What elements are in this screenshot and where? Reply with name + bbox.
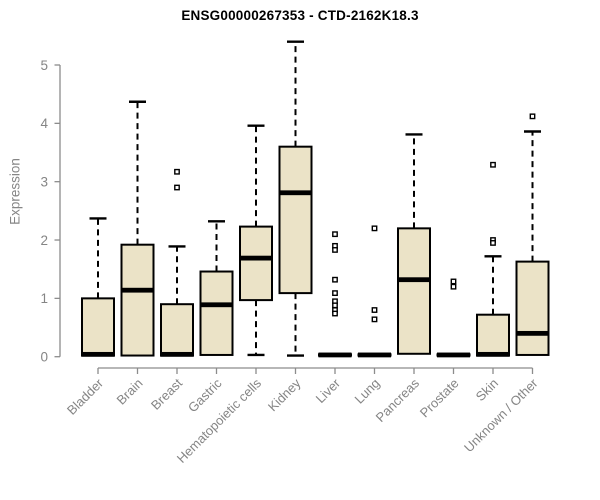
box-group-hematopoietic-cells bbox=[239, 124, 273, 357]
y-tick-label: 1 bbox=[40, 291, 48, 306]
median-line bbox=[239, 255, 273, 261]
median-line bbox=[318, 352, 352, 358]
median-line bbox=[121, 287, 154, 293]
x-tick-label: Brain bbox=[114, 376, 146, 408]
median-line bbox=[358, 352, 391, 358]
median-line bbox=[476, 351, 510, 357]
outlier-point bbox=[371, 307, 378, 313]
median-line bbox=[279, 190, 312, 196]
box-group-skin bbox=[476, 161, 510, 357]
box-group-brain bbox=[120, 100, 155, 357]
x-tick-label: Pancreas bbox=[373, 375, 423, 425]
y-tick-label: 0 bbox=[40, 350, 48, 365]
iqr-box bbox=[81, 297, 115, 357]
iqr-box bbox=[397, 227, 431, 355]
outlier-point bbox=[450, 283, 457, 290]
box-group-gastric bbox=[199, 220, 234, 356]
iqr-box bbox=[120, 243, 155, 357]
iqr-box bbox=[515, 260, 550, 356]
median-line bbox=[81, 351, 115, 357]
outlier-point bbox=[450, 278, 457, 285]
box-group-pancreas bbox=[397, 133, 431, 355]
outlier-point bbox=[529, 113, 536, 120]
box-group-prostate bbox=[436, 278, 471, 358]
median-line bbox=[437, 352, 470, 358]
iqr-box bbox=[239, 225, 273, 302]
x-tick-label: Breast bbox=[148, 375, 185, 412]
outlier-point bbox=[332, 231, 338, 238]
median-line bbox=[516, 330, 549, 336]
iqr-box bbox=[199, 270, 234, 356]
y-tick-label: 2 bbox=[40, 233, 48, 248]
outlier-point bbox=[490, 240, 496, 246]
outlier-point bbox=[332, 302, 338, 309]
y-tick-label: 3 bbox=[40, 174, 48, 189]
x-tick-label: Kidney bbox=[265, 375, 304, 414]
median-line bbox=[397, 277, 431, 283]
outlier-point bbox=[490, 161, 496, 168]
x-tick-label: Bladder bbox=[64, 375, 107, 418]
outlier-point bbox=[332, 310, 338, 317]
median-line bbox=[160, 351, 194, 357]
outlier-point bbox=[174, 184, 180, 191]
x-tick-label: Liver bbox=[313, 375, 344, 406]
iqr-box bbox=[476, 313, 510, 357]
x-tick-label: Prostate bbox=[417, 376, 462, 421]
box-group-liver bbox=[318, 231, 352, 358]
box-group-lung bbox=[357, 225, 392, 358]
outlier-point bbox=[371, 316, 378, 323]
y-tick-label: 4 bbox=[40, 116, 48, 131]
box-group-bladder bbox=[81, 217, 115, 357]
y-tick-label: 5 bbox=[40, 58, 48, 73]
iqr-box bbox=[278, 145, 313, 295]
x-tick-label: Lung bbox=[352, 376, 383, 407]
iqr-box bbox=[160, 303, 194, 357]
chart-title: ENSG00000267353 - CTD-2162K18.3 bbox=[181, 8, 419, 23]
median-line bbox=[200, 302, 233, 308]
outlier-point bbox=[332, 290, 338, 297]
box-group-breast bbox=[160, 168, 194, 357]
box-group-unknown-other bbox=[515, 113, 550, 356]
y-axis: 0 1 2 3 4 5 bbox=[40, 58, 61, 365]
x-tick-label: Skin bbox=[473, 376, 501, 404]
box-group-kidney bbox=[278, 40, 313, 357]
outlier-point bbox=[371, 225, 378, 232]
outlier-point bbox=[174, 168, 180, 175]
x-tick-label: Unknown / Other bbox=[461, 375, 541, 455]
outlier-point bbox=[332, 247, 338, 253]
outlier-point bbox=[332, 276, 338, 283]
